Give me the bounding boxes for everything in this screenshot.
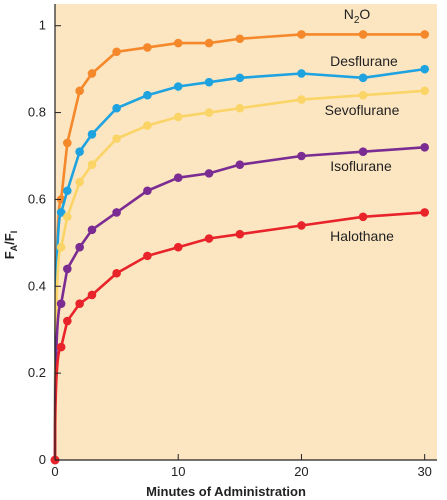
data-point xyxy=(112,103,121,113)
data-point xyxy=(87,69,97,78)
data-point xyxy=(75,299,84,308)
data-point xyxy=(87,129,97,139)
data-point xyxy=(358,90,368,100)
x-tick-label: 30 xyxy=(417,464,431,479)
data-point xyxy=(63,264,72,274)
data-point xyxy=(56,342,66,352)
data-point xyxy=(235,160,245,169)
data-point xyxy=(75,242,84,252)
data-point xyxy=(204,169,214,178)
data-point xyxy=(204,234,214,243)
data-point xyxy=(63,186,72,196)
y-axis-title: FA/FI xyxy=(2,231,19,260)
data-point xyxy=(297,95,306,104)
data-point xyxy=(143,43,152,52)
data-point xyxy=(297,151,306,161)
y-axis-title-sep: /F xyxy=(2,233,17,245)
data-point xyxy=(235,73,245,83)
data-point xyxy=(112,268,121,278)
data-point xyxy=(87,290,97,300)
data-point xyxy=(297,30,306,39)
data-point xyxy=(112,208,121,217)
axis-layer: 00.20.40.60.810 10 20 30 xyxy=(28,4,437,479)
x-tick-label: 10 xyxy=(171,464,185,479)
y-tick-label: 0.8 xyxy=(28,105,46,120)
data-point xyxy=(235,229,245,239)
x-tick-label: 20 xyxy=(294,464,308,479)
data-point xyxy=(56,299,66,308)
data-point xyxy=(87,225,97,235)
y-axis-title-sub1: A xyxy=(9,244,19,251)
data-point xyxy=(204,77,214,87)
data-point xyxy=(63,138,72,148)
series-label-desflurane: Desflurane xyxy=(330,53,398,69)
y-tick-label: 0 xyxy=(39,452,46,467)
y-axis-title-main: F xyxy=(2,251,17,259)
x-axis-title: Minutes of Administration xyxy=(146,484,306,499)
data-point xyxy=(173,82,183,91)
data-point xyxy=(56,208,66,217)
data-point xyxy=(235,103,245,113)
data-point xyxy=(204,108,214,117)
data-point xyxy=(112,134,121,143)
data-point xyxy=(173,112,183,122)
series-label-n2o: N2O xyxy=(344,6,371,26)
data-point xyxy=(63,316,72,326)
x-tick-label: 0 xyxy=(51,464,58,479)
y-tick-label: 0.2 xyxy=(28,365,46,380)
data-point xyxy=(420,143,429,152)
data-point xyxy=(420,208,429,217)
data-point xyxy=(87,160,97,169)
series-label-sevoflurane: Sevoflurane xyxy=(325,102,400,118)
data-point xyxy=(143,186,152,196)
data-point xyxy=(297,69,306,78)
data-point xyxy=(358,212,368,222)
data-point xyxy=(420,86,429,96)
y-axis-title-sub2: I xyxy=(9,231,19,234)
data-point xyxy=(143,251,152,261)
data-point xyxy=(297,221,306,230)
data-point xyxy=(173,242,183,252)
data-point xyxy=(358,147,368,156)
data-point xyxy=(63,212,72,222)
data-point xyxy=(173,38,183,48)
data-point xyxy=(173,173,183,183)
series-label-isoflurane: Isoflurane xyxy=(330,158,392,174)
data-point xyxy=(358,30,368,39)
data-point xyxy=(235,34,245,44)
data-point xyxy=(75,86,84,96)
data-point xyxy=(420,30,429,39)
data-point xyxy=(112,47,121,57)
series-label-halothane: Halothane xyxy=(330,228,394,244)
data-point xyxy=(143,121,152,130)
data-point xyxy=(358,73,368,83)
data-point xyxy=(75,147,84,156)
data-point xyxy=(204,38,214,48)
y-tick-label: 0.6 xyxy=(28,191,46,206)
y-tick-label: 1 xyxy=(39,18,46,33)
y-tick-label: 0.4 xyxy=(28,278,46,293)
data-point xyxy=(56,242,66,252)
data-point xyxy=(420,64,429,74)
data-point xyxy=(75,177,84,187)
data-point xyxy=(143,90,152,100)
